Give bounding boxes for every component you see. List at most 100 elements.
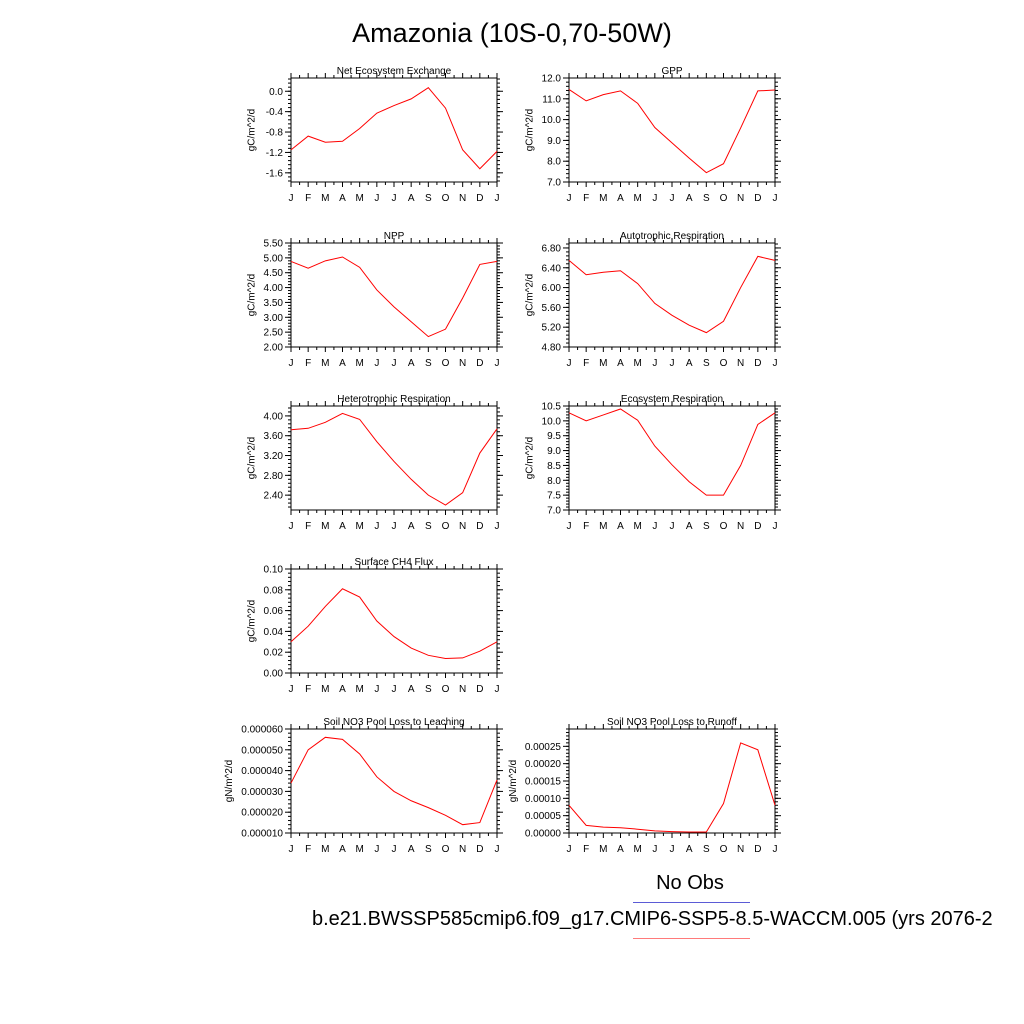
y-tick-label: 9.5 [547,431,561,442]
y-tick-label: 6.40 [542,263,562,274]
x-tick-label: J [567,193,572,204]
y-axis-label: gC/m^2/d [247,600,258,643]
series-line [568,255,776,334]
y-tick-label: 0.000060 [241,725,283,736]
x-tick-label: J [392,844,397,855]
x-tick-label: O [442,684,450,695]
x-tick-label: J [374,844,379,855]
x-tick-label: S [703,193,710,204]
y-tick-label: 6.00 [542,283,562,294]
x-tick-label: M [355,193,363,204]
x-tick-label: F [305,193,311,204]
y-tick-label: 0.00025 [525,742,562,753]
x-tick-label: A [408,521,415,532]
plot-frame [568,77,776,183]
y-tick-label: 0.000030 [241,787,283,798]
x-tick-label: A [408,684,415,695]
y-tick-label: 0.0 [269,87,283,98]
x-tick-label: J [652,193,657,204]
x-tick-label: J [289,684,294,695]
y-tick-label: 8.5 [547,461,561,472]
series-line [290,412,498,506]
series-line [568,89,776,174]
x-tick-label: J [374,521,379,532]
x-tick-label: J [773,521,778,532]
panel-title: Surface CH4 Flux [355,557,434,568]
x-tick-label: O [720,521,728,532]
x-tick-label: D [754,358,761,369]
x-tick-label: M [599,844,607,855]
x-tick-label: J [567,521,572,532]
x-tick-label: J [392,358,397,369]
x-tick-label: N [737,844,744,855]
x-tick-label: M [633,521,641,532]
y-tick-label: -1.6 [266,168,284,179]
x-tick-label: F [305,844,311,855]
y-tick-label: 0.06 [264,606,284,617]
x-tick-label: D [476,193,483,204]
series-line [290,588,498,659]
x-tick-label: M [321,358,329,369]
x-tick-label: O [442,193,450,204]
panel-title: Soil NO3 Pool Loss to Leaching [323,717,464,728]
x-tick-label: O [442,521,450,532]
x-tick-label: M [599,193,607,204]
x-tick-label: J [289,193,294,204]
y-axis-label: gC/m^2/d [525,437,536,480]
y-tick-label: 8.0 [547,157,561,168]
x-tick-label: J [392,193,397,204]
y-tick-label: 0.10 [264,565,284,576]
x-tick-label: F [583,844,589,855]
x-tick-label: O [720,358,728,369]
plot-frame [290,568,498,674]
x-tick-label: A [617,193,624,204]
y-axis-label: gC/m^2/d [525,109,536,152]
x-tick-label: F [305,358,311,369]
y-tick-label: 4.80 [542,343,562,354]
y-tick-label: -0.4 [266,107,284,118]
x-tick-label: J [652,521,657,532]
y-tick-label: 4.00 [264,283,284,294]
y-tick-label: 2.80 [264,471,284,482]
x-tick-label: S [703,521,710,532]
x-tick-label: A [686,521,693,532]
x-tick-label: J [567,358,572,369]
y-tick-label: 9.0 [547,136,561,147]
x-tick-label: A [339,844,346,855]
x-tick-label: J [495,358,500,369]
legend-obs-label: No Obs [656,872,724,894]
legend-obs-swatch [633,902,750,903]
y-tick-label: 2.50 [264,328,284,339]
panel-title: Autotrophic Respiration [620,231,724,242]
x-tick-label: O [720,844,728,855]
y-tick-label: 0.00 [264,669,284,680]
x-tick-label: S [425,521,432,532]
x-tick-label: M [633,358,641,369]
x-tick-label: S [425,844,432,855]
y-tick-label: 3.50 [264,298,284,309]
x-tick-label: O [442,358,450,369]
x-tick-label: O [720,193,728,204]
x-tick-label: J [773,844,778,855]
x-tick-label: A [339,521,346,532]
x-tick-label: D [476,521,483,532]
y-tick-label: 7.0 [547,506,561,517]
x-tick-label: J [374,358,379,369]
legend-model-swatch [633,938,750,939]
x-tick-label: M [355,684,363,695]
x-tick-label: N [459,521,466,532]
x-tick-label: A [408,193,415,204]
x-tick-label: J [652,358,657,369]
y-axis-label: gC/m^2/d [525,274,536,317]
x-tick-label: J [289,521,294,532]
x-tick-label: M [321,521,329,532]
x-tick-label: F [583,358,589,369]
x-tick-label: J [392,521,397,532]
y-tick-label: -1.2 [266,148,284,159]
x-tick-label: A [686,844,693,855]
y-axis-label: gN/m^2/d [224,760,235,803]
y-tick-label: 7.0 [547,178,561,189]
